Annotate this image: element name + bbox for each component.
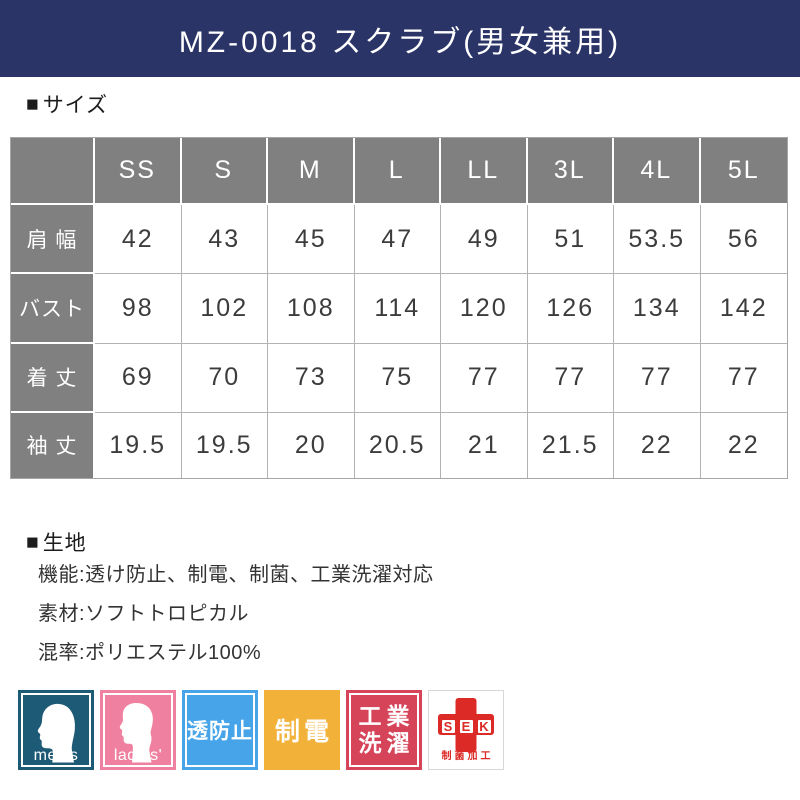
square-bullet-icon: ■ — [26, 530, 40, 554]
size-column-header: SS — [95, 138, 182, 205]
square-bullet-icon: ■ — [26, 92, 40, 116]
table-row-bust: バスト 98 102 108 114 120 126 134 142 — [11, 274, 787, 344]
size-section-heading: ■ サイズ — [26, 89, 108, 119]
sek-antibacterial-badge: S E K 制菌加工 — [428, 690, 504, 770]
size-value-cell: 77 — [614, 343, 701, 413]
sek-letters: S E K — [429, 718, 503, 735]
size-value-cell: 43 — [181, 205, 268, 275]
size-section-heading-label: サイズ — [42, 94, 109, 117]
size-value-cell: 70 — [181, 343, 268, 413]
sheer-proof-badge: 透防止 — [182, 690, 258, 770]
size-value-cell: 22 — [700, 412, 787, 478]
sek-letter-s: S — [439, 718, 457, 735]
row-label: 肩 幅 — [11, 205, 95, 275]
size-value-cell: 134 — [614, 274, 701, 344]
size-column-header: LL — [441, 138, 528, 205]
fabric-material-line: 素材:ソフトトロピカル — [38, 603, 250, 625]
size-table-header-row: SS S M L LL 3L 4L 5L — [11, 138, 787, 205]
fabric-section-heading-label: 生地 — [42, 532, 87, 555]
antistatic-badge: 制電 — [264, 690, 340, 770]
industrial-wash-line1: 工業 — [358, 703, 415, 729]
size-value-cell: 77 — [441, 343, 528, 413]
sek-caption: 制菌加工 — [441, 751, 494, 762]
size-value-cell: 45 — [268, 205, 355, 275]
antistatic-badge-label: 制電 — [274, 718, 333, 746]
mens-badge-label: men's — [33, 747, 79, 764]
page-title: MZ-0018 スクラブ(男女兼用) — [178, 25, 622, 59]
row-label: 着 丈 — [11, 343, 95, 413]
title-bar: MZ-0018 スクラブ(男女兼用) — [0, 0, 800, 77]
size-value-cell: 22 — [614, 412, 701, 478]
size-table: SS S M L LL 3L 4L 5L 肩 幅 42 43 45 47 4 — [10, 137, 788, 479]
ladies-badge: ladies' — [100, 690, 176, 770]
size-value-cell: 69 — [95, 343, 182, 413]
size-value-cell: 77 — [527, 343, 614, 413]
size-column-header: 4L — [614, 138, 701, 205]
size-value-cell: 56 — [700, 205, 787, 275]
size-column-header: S — [181, 138, 268, 205]
fabric-function-line: 機能:透け防止、制電、制菌、工業洗濯対応 — [38, 564, 434, 586]
size-value-cell: 73 — [268, 343, 355, 413]
size-value-cell: 114 — [354, 274, 441, 344]
ladies-badge-label: ladies' — [113, 747, 163, 764]
size-value-cell: 47 — [354, 205, 441, 275]
fabric-details: 機能:透け防止、制電、制菌、工業洗濯対応 素材:ソフトトロピカル 混率:ポリエス… — [38, 556, 434, 673]
industrial-wash-badge-label: 工業 洗濯 — [346, 690, 422, 770]
mens-badge: men's — [18, 690, 94, 770]
fabric-section-heading: ■ 生地 — [26, 527, 87, 557]
size-value-cell: 108 — [268, 274, 355, 344]
size-value-cell: 51 — [527, 205, 614, 275]
size-value-cell: 98 — [95, 274, 182, 344]
row-label: バスト — [11, 274, 95, 344]
size-value-cell: 19.5 — [181, 412, 268, 478]
size-column-header: M — [268, 138, 355, 205]
sek-letter-k: K — [475, 718, 493, 735]
industrial-wash-badge: 工業 洗濯 — [346, 690, 422, 770]
female-head-silhouette-icon — [119, 702, 153, 763]
size-value-cell: 21.5 — [527, 412, 614, 478]
size-value-cell: 49 — [441, 205, 528, 275]
size-column-header: 3L — [527, 138, 614, 205]
size-value-cell: 20 — [268, 412, 355, 478]
size-value-cell: 53.5 — [614, 205, 701, 275]
table-row-sleeve: 袖 丈 19.5 19.5 20 20.5 21 21.5 22 22 — [11, 412, 787, 478]
male-head-silhouette-icon — [37, 703, 75, 763]
sek-letter-e: E — [457, 718, 475, 735]
size-value-cell: 142 — [700, 274, 787, 344]
size-value-cell: 42 — [95, 205, 182, 275]
sheer-proof-badge-label: 透防止 — [187, 720, 253, 743]
table-row-shoulder: 肩 幅 42 43 45 47 49 51 53.5 56 — [11, 205, 787, 275]
size-value-cell: 126 — [527, 274, 614, 344]
feature-badges-row: men's ladies' 透防止 制電 工業 洗濯 — [18, 690, 504, 770]
size-value-cell: 120 — [441, 274, 528, 344]
fabric-blend-line: 混率:ポリエステル100% — [38, 642, 262, 664]
size-value-cell: 19.5 — [95, 412, 182, 478]
industrial-wash-line2: 洗濯 — [358, 730, 415, 756]
size-value-cell: 77 — [700, 343, 787, 413]
size-value-cell: 75 — [354, 343, 441, 413]
size-table-corner-cell — [11, 138, 95, 205]
size-value-cell: 21 — [441, 412, 528, 478]
table-row-length: 着 丈 69 70 73 75 77 77 77 77 — [11, 343, 787, 413]
size-column-header: L — [354, 138, 441, 205]
row-label: 袖 丈 — [11, 412, 95, 478]
size-value-cell: 20.5 — [354, 412, 441, 478]
size-value-cell: 102 — [181, 274, 268, 344]
size-column-header: 5L — [700, 138, 787, 205]
